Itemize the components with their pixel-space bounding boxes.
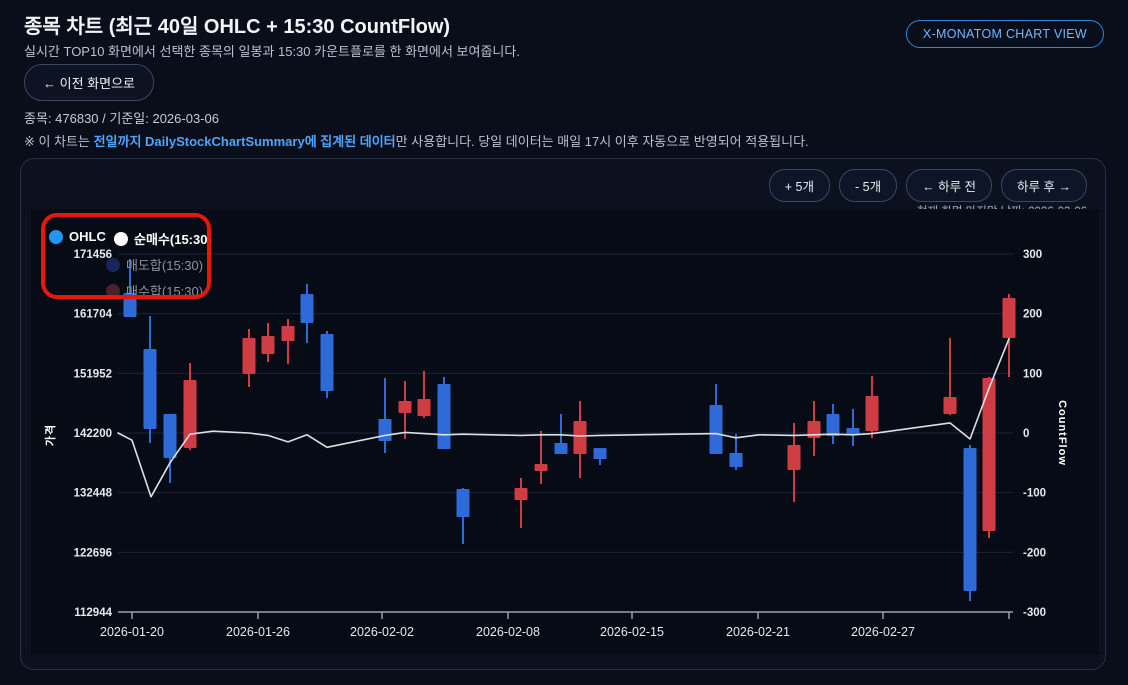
note-prefix: ※ 이 차트는 — [24, 134, 94, 149]
page-title: 종목 차트 (최근 40일 OHLC + 15:30 CountFlow) — [24, 16, 451, 38]
chart-panel: + 5개 - 5개 ← 하루 전 하루 후 → 현재 화면 마지막 날짜: 20… — [20, 158, 1106, 670]
sell-sum-series-dot-icon — [106, 257, 120, 272]
legend-label: 매수합(15:30) — [126, 284, 204, 299]
svg-text:151952: 151952 — [74, 368, 112, 380]
svg-text:132448: 132448 — [74, 488, 113, 500]
legend-item-netbuy[interactable]: 순매수(15:30) — [114, 229, 212, 248]
svg-text:122696: 122696 — [74, 547, 112, 559]
svg-text:2026-02-08: 2026-02-08 — [476, 625, 540, 639]
svg-text:-200: -200 — [1023, 547, 1046, 559]
netbuy-series-dot-icon — [114, 231, 128, 246]
svg-text:100: 100 — [1023, 368, 1042, 380]
svg-text:2026-02-02: 2026-02-02 — [350, 625, 414, 639]
legend-label: OHLC — [69, 229, 106, 244]
chart-controls: + 5개 - 5개 ← 하루 전 하루 후 → — [768, 169, 1087, 202]
svg-text:300: 300 — [1023, 249, 1042, 261]
legend-item-sell-sum[interactable]: 매도합(15:30) — [106, 255, 203, 274]
svg-text:2026-02-27: 2026-02-27 — [851, 625, 915, 639]
ohlc-countflow-chart: 171456 300 161704 200 151952 100 142200 0 132448… — [31, 209, 1099, 655]
legend-item-ohlc[interactable]: OHLC — [49, 229, 106, 244]
svg-text:2026-02-21: 2026-02-21 — [726, 625, 790, 639]
legend-label: 순매수(15:30) — [134, 232, 212, 247]
note-suffix: 만 사용합니다. 당일 데이터는 매일 17시 이후 자동으로 반영되어 적용됩… — [395, 134, 809, 149]
svg-text:112944: 112944 — [74, 607, 112, 619]
page-subtitle: 실시간 TOP10 화면에서 선택한 종목의 일봉과 15:30 카운트플로를 … — [24, 44, 520, 59]
legend-label: 매도합(15:30) — [126, 258, 204, 273]
svg-text:2026-01-26: 2026-01-26 — [226, 625, 290, 639]
stock-info: 종목: 476830 / 기준일: 2026-03-06 — [24, 111, 219, 126]
remove-5-button[interactable]: - 5개 — [839, 169, 898, 202]
svg-text:2026-01-20: 2026-01-20 — [100, 625, 164, 639]
svg-text:171456: 171456 — [74, 249, 112, 261]
prev-day-button[interactable]: ← 하루 전 — [906, 169, 993, 202]
add-5-button[interactable]: + 5개 — [768, 169, 830, 202]
svg-text:200: 200 — [1023, 309, 1042, 321]
svg-text:-300: -300 — [1023, 607, 1046, 619]
price-axis-title: 가격 — [45, 423, 58, 447]
back-button[interactable]: ← 이전 화면으로 — [24, 64, 154, 101]
legend-item-buy-sum[interactable]: 매수합(15:30) — [106, 281, 203, 300]
data-source-note: ※ 이 차트는 전일까지 DailyStockChartSummary에 집계된… — [24, 131, 809, 150]
next-day-button[interactable]: 하루 후 → — [1001, 169, 1087, 202]
svg-text:161704: 161704 — [74, 309, 113, 321]
ohlc-series-dot-icon — [49, 229, 63, 244]
chart-canvas: 171456 300 161704 200 151952 100 142200 0 132448… — [74, 249, 1046, 639]
svg-text:2026-02-15: 2026-02-15 — [600, 625, 664, 639]
x-monatom-chart-view-button[interactable]: X-MONATOM CHART VIEW — [905, 20, 1104, 48]
note-highlight: 전일까지 DailyStockChartSummary에 집계된 데이터 — [93, 134, 396, 149]
buy-sum-series-dot-icon — [106, 283, 120, 298]
svg-text:-100: -100 — [1023, 488, 1046, 500]
svg-text:0: 0 — [1023, 428, 1029, 440]
flow-axis-title: CountFlow — [1056, 400, 1068, 466]
svg-text:142200: 142200 — [74, 428, 112, 440]
